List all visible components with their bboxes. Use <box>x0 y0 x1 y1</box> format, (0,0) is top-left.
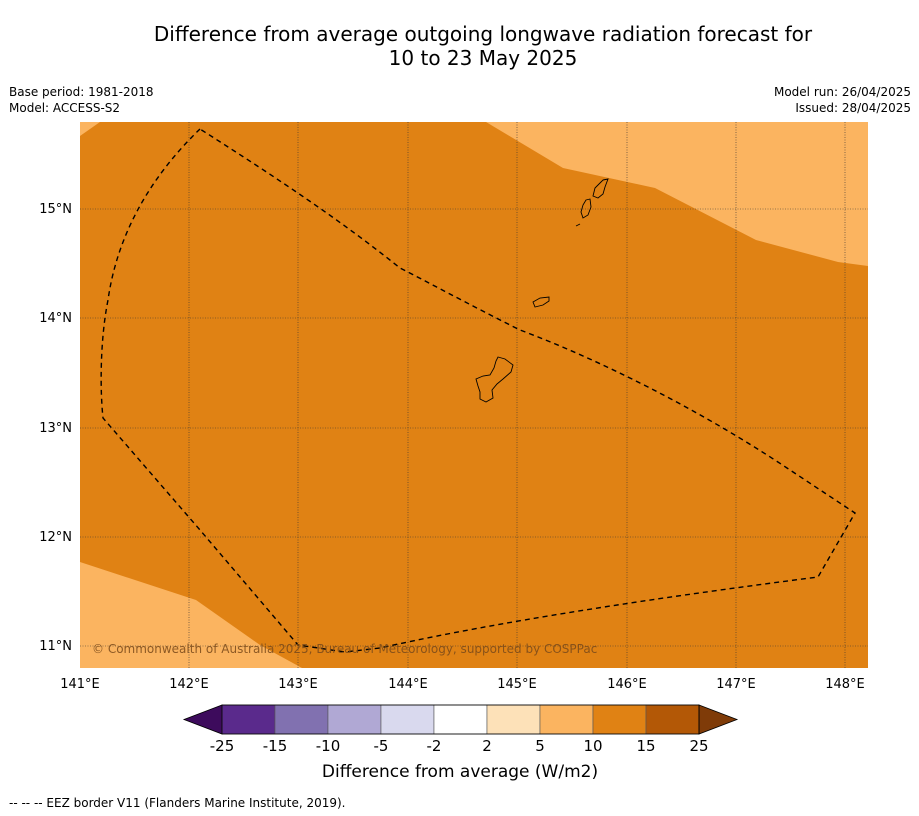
lon-label-144: 144°E <box>388 677 428 692</box>
colorbar-segment <box>645 704 700 735</box>
map-panel: © Commonwealth of Australia 2025, Bureau… <box>80 122 868 668</box>
lat-label-12: 12°N <box>39 530 72 545</box>
lon-label-148: 148°E <box>825 677 865 692</box>
latitude-labels: 15°N 14°N 13°N 12°N 11°N <box>39 202 72 654</box>
anomaly-band-5-10-northwest <box>80 122 100 136</box>
colorbar-outline <box>221 704 700 735</box>
lat-label-13: 13°N <box>39 421 72 436</box>
colorbar-segment <box>539 704 594 735</box>
colorbar-label: -25 <box>210 737 235 755</box>
colorbar-label: -5 <box>374 737 389 755</box>
base-period: Base period: 1981-2018 <box>9 85 154 99</box>
island-saipan <box>592 178 609 199</box>
title-line-1: Difference from average outgoing longwav… <box>153 22 813 46</box>
colorbar-label: 15 <box>636 737 655 755</box>
model-run: Model run: 26/04/2025 <box>773 85 911 99</box>
island-aguijan <box>575 223 581 227</box>
anomaly-band-5-10-northeast <box>486 122 868 266</box>
colorbar-extend-high <box>698 704 739 735</box>
colorbar-label: -2 <box>427 737 442 755</box>
issued-date: Issued: 28/04/2025 <box>795 101 911 115</box>
anomaly-band-5-10-southwest <box>80 562 302 668</box>
colorbar-label: 25 <box>689 737 708 755</box>
colorbar-title: Difference from average (W/m2) <box>322 762 598 782</box>
lat-label-11: 11°N <box>39 639 72 654</box>
island-rota <box>532 296 550 308</box>
colorbar-segment <box>274 704 329 735</box>
colorbar-segment <box>327 704 382 735</box>
lon-label-143: 143°E <box>278 677 318 692</box>
islands <box>475 178 609 403</box>
colorbar-segment <box>592 704 647 735</box>
lat-label-15: 15°N <box>39 202 72 217</box>
colorbar-label: 10 <box>583 737 602 755</box>
lon-label-147: 147°E <box>716 677 756 692</box>
copyright-notice: © Commonwealth of Australia 2025, Bureau… <box>92 642 597 656</box>
colorbar-label: 5 <box>535 737 545 755</box>
island-guam <box>475 356 514 403</box>
title-line-2: 10 to 23 May 2025 <box>388 46 578 70</box>
lat-label-14: 14°N <box>39 311 72 326</box>
colorbar: -25 -15 -10 -5 -2 2 5 10 15 25 <box>182 704 739 755</box>
model-name: Model: ACCESS-S2 <box>9 101 121 115</box>
lon-label-142: 142°E <box>169 677 209 692</box>
eez-footnote: -- -- -- EEZ border V11 (Flanders Marine… <box>9 796 346 810</box>
colorbar-label: -10 <box>316 737 341 755</box>
base-period-info: Base period: 1981-2018 Model: ACCESS-S2 <box>9 84 154 116</box>
colorbar-segment <box>433 704 488 735</box>
colorbar-label: 2 <box>482 737 492 755</box>
colorbar-segment <box>221 704 276 735</box>
lon-label-141: 141°E <box>60 677 100 692</box>
colorbar-extend-low <box>182 704 223 735</box>
colorbar-label: -15 <box>263 737 288 755</box>
island-tinian <box>580 198 592 219</box>
colorbar-segment <box>380 704 435 735</box>
map-title: Difference from average outgoing longwav… <box>0 22 919 70</box>
lon-label-145: 145°E <box>497 677 537 692</box>
model-run-info: Model run: 26/04/2025 Issued: 28/04/2025 <box>774 84 911 116</box>
graticule <box>80 122 868 668</box>
longitude-labels: 141°E 142°E 143°E 144°E 145°E 146°E 147°… <box>60 677 865 692</box>
lon-label-146: 146°E <box>607 677 647 692</box>
colorbar-segment <box>486 704 541 735</box>
